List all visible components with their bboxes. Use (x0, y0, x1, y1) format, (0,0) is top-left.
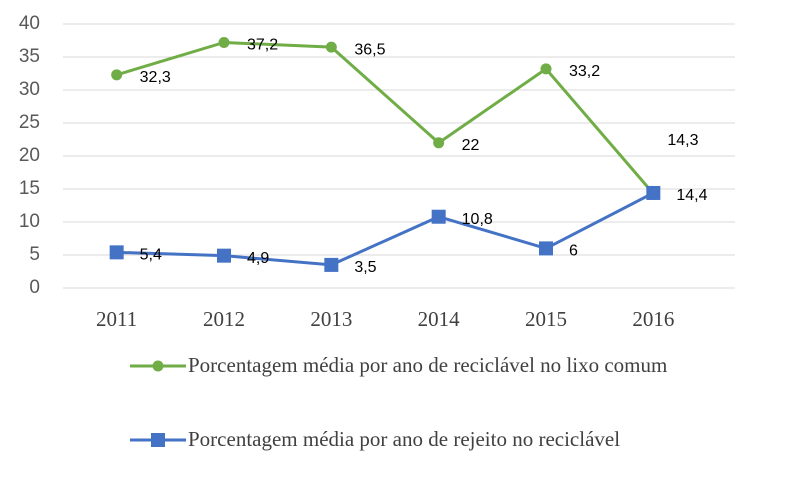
x-tick-label: 2012 (203, 307, 245, 331)
series-line (116, 191, 655, 267)
point (218, 36, 230, 48)
y-tick-label: 40 (19, 13, 40, 34)
data-label: 32,3 (140, 69, 171, 86)
point (646, 185, 661, 200)
y-tick-label: 0 (29, 277, 40, 298)
legend-label: Porcentagem média por ano de rejeito no … (188, 427, 621, 451)
data-label: 22 (462, 137, 480, 154)
y-tick-label: 5 (29, 244, 40, 265)
y-tick-label: 10 (19, 211, 40, 232)
x-tick-label: 2015 (525, 307, 567, 331)
legend-marker (151, 433, 165, 447)
y-tick-label: 15 (19, 178, 40, 199)
point (540, 63, 552, 75)
y-tick-label: 30 (19, 79, 40, 100)
series-line (116, 40, 655, 195)
legend-marker (152, 360, 164, 372)
y-tick-label: 25 (19, 112, 40, 133)
point (325, 41, 337, 53)
x-tick-label: 2014 (418, 307, 461, 331)
data-label: 33,2 (569, 63, 600, 80)
x-tick-label: 2016 (632, 307, 674, 331)
data-label: 4,9 (247, 250, 269, 267)
point (109, 245, 124, 260)
data-label: 5,4 (140, 247, 162, 264)
data-label: 6 (569, 243, 578, 260)
y-tick-label: 35 (19, 46, 40, 67)
data-label: 37,2 (247, 37, 278, 54)
legend-label: Porcentagem média por ano de reciclável … (188, 353, 668, 377)
point (433, 137, 445, 149)
point (217, 248, 231, 263)
point (431, 209, 446, 224)
data-label: 36,5 (354, 41, 385, 58)
point (324, 257, 339, 272)
x-tick-label: 2013 (310, 307, 352, 331)
data-label: 3,5 (354, 259, 376, 276)
x-tick-label: 2011 (96, 307, 137, 331)
point (539, 241, 553, 256)
data-label: 14,3 (667, 132, 698, 149)
y-tick-label: 20 (19, 145, 40, 166)
data-label: 14,4 (676, 187, 707, 204)
data-label: 10,8 (462, 211, 493, 228)
point (111, 69, 123, 81)
